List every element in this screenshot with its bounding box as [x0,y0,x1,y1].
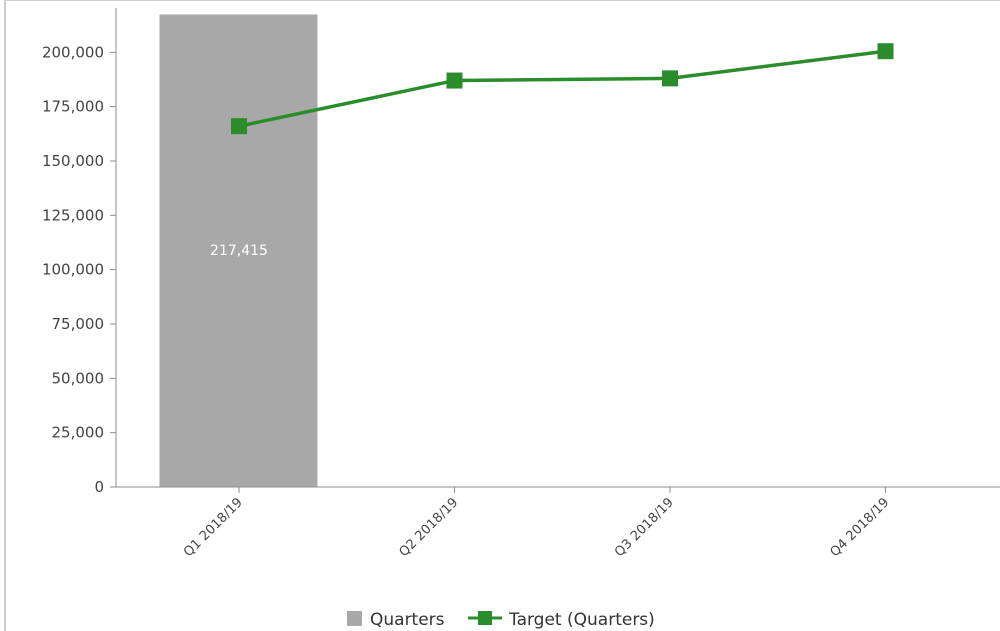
legend-label-quarters: Quarters [370,610,445,630]
bar-data-label: 217,415 [210,243,268,259]
y-tick-label: 200,000 [42,43,104,61]
x-category-label: Q3 2018/19 [612,495,677,560]
y-axis: 0 25,000 50,000 75,000 100,000 125,000 150,000… [42,8,117,496]
target-point [231,118,247,135]
target-point [877,43,894,60]
x-category-label: Q2 2018/19 [397,495,462,560]
bar-series [159,14,318,488]
line-series [231,43,894,135]
target-point [662,70,678,87]
target-point [446,72,463,89]
y-tick-label: 100,000 [42,261,104,279]
legend-marker-target [478,611,492,625]
x-category-label: Q4 2018/19 [828,495,893,560]
target-line [238,49,886,128]
x-category-label: Q1 2018/19 [181,495,246,560]
bar-data-labels: 217,415 [210,243,268,259]
y-tick-label: 25,000 [52,424,105,442]
y-tick-label: 75,000 [52,315,105,333]
y-tick-label: 175,000 [42,98,104,116]
x-axis: Q1 2018/19 Q2 2018/19 Q3 2018/19 Q4 2018/19 [116,486,1000,560]
y-tick-label: 125,000 [42,206,104,224]
y-tick-label: 150,000 [42,152,104,170]
bar-quarters [159,14,318,488]
legend-swatch-quarters [347,611,362,626]
y-tick-label: 0 [94,478,104,496]
legend: Quarters Target (Quarters) [347,610,655,630]
y-tick-label: 50,000 [52,369,105,387]
legend-label-target: Target (Quarters) [508,610,655,630]
